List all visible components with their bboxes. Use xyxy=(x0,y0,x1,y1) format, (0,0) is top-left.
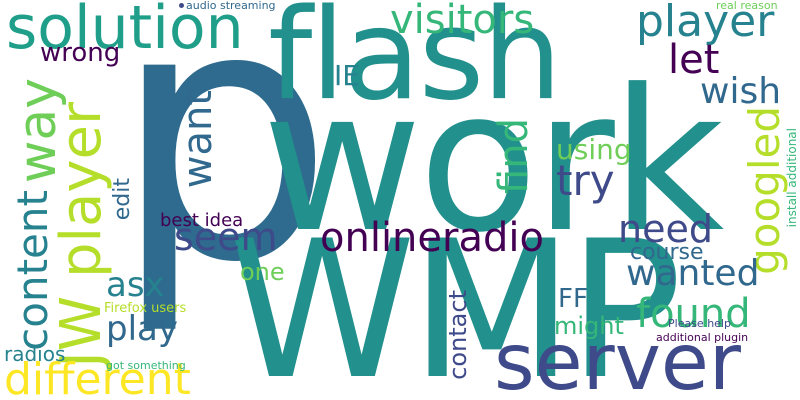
word-please-help: Please help xyxy=(668,317,731,330)
word-solution: solution xyxy=(6,0,244,63)
word-onlineradio: onlineradio xyxy=(320,215,544,261)
word-might: might xyxy=(554,312,624,340)
word-one: one xyxy=(240,258,285,286)
word-work: work xyxy=(262,48,724,276)
word-want: want xyxy=(175,90,221,189)
word-content: content xyxy=(8,190,57,351)
word-got-something: got something xyxy=(106,359,186,372)
word-seem: seem xyxy=(174,215,278,259)
word-best-idea: best idea xyxy=(160,210,244,231)
word-wmp: WMP xyxy=(228,200,682,400)
word-audio-streaming: audio streaming xyxy=(186,0,276,12)
bullet-dot xyxy=(179,3,184,8)
word-find: find xyxy=(491,118,537,194)
word-play: play xyxy=(106,309,178,349)
word-googled: googled xyxy=(740,106,789,275)
word-firefox-users: Firefox users xyxy=(104,301,187,316)
word-try: try xyxy=(556,156,615,205)
word-ie: IE xyxy=(334,59,360,92)
word-install-additional: install additional xyxy=(785,128,799,228)
word-radios: radios xyxy=(4,342,66,366)
word-player-top: player xyxy=(636,0,775,47)
word-asx: asx xyxy=(106,265,165,305)
word-contact: contact xyxy=(444,290,472,380)
word-let: let xyxy=(668,37,720,83)
word-wish: wish xyxy=(700,71,782,112)
word-different: different xyxy=(4,354,191,400)
word-server: server xyxy=(494,318,741,400)
word-visitors: visitors xyxy=(390,0,535,43)
word-flash: flash xyxy=(268,0,562,128)
word-additional-plugin: additional plugin xyxy=(656,331,749,344)
word-ff: FF xyxy=(558,284,588,314)
word-wanted: wanted xyxy=(626,253,760,294)
word-course: course xyxy=(630,240,704,265)
word-way: way xyxy=(8,78,68,184)
word-wrong: wrong xyxy=(40,38,121,68)
word-real-reason: real reason xyxy=(716,0,778,12)
word-p: p xyxy=(112,0,335,339)
word-need: need xyxy=(618,207,713,251)
word-using: using xyxy=(556,133,632,166)
word-found: found xyxy=(636,291,751,337)
word-edit: edit xyxy=(110,178,135,221)
